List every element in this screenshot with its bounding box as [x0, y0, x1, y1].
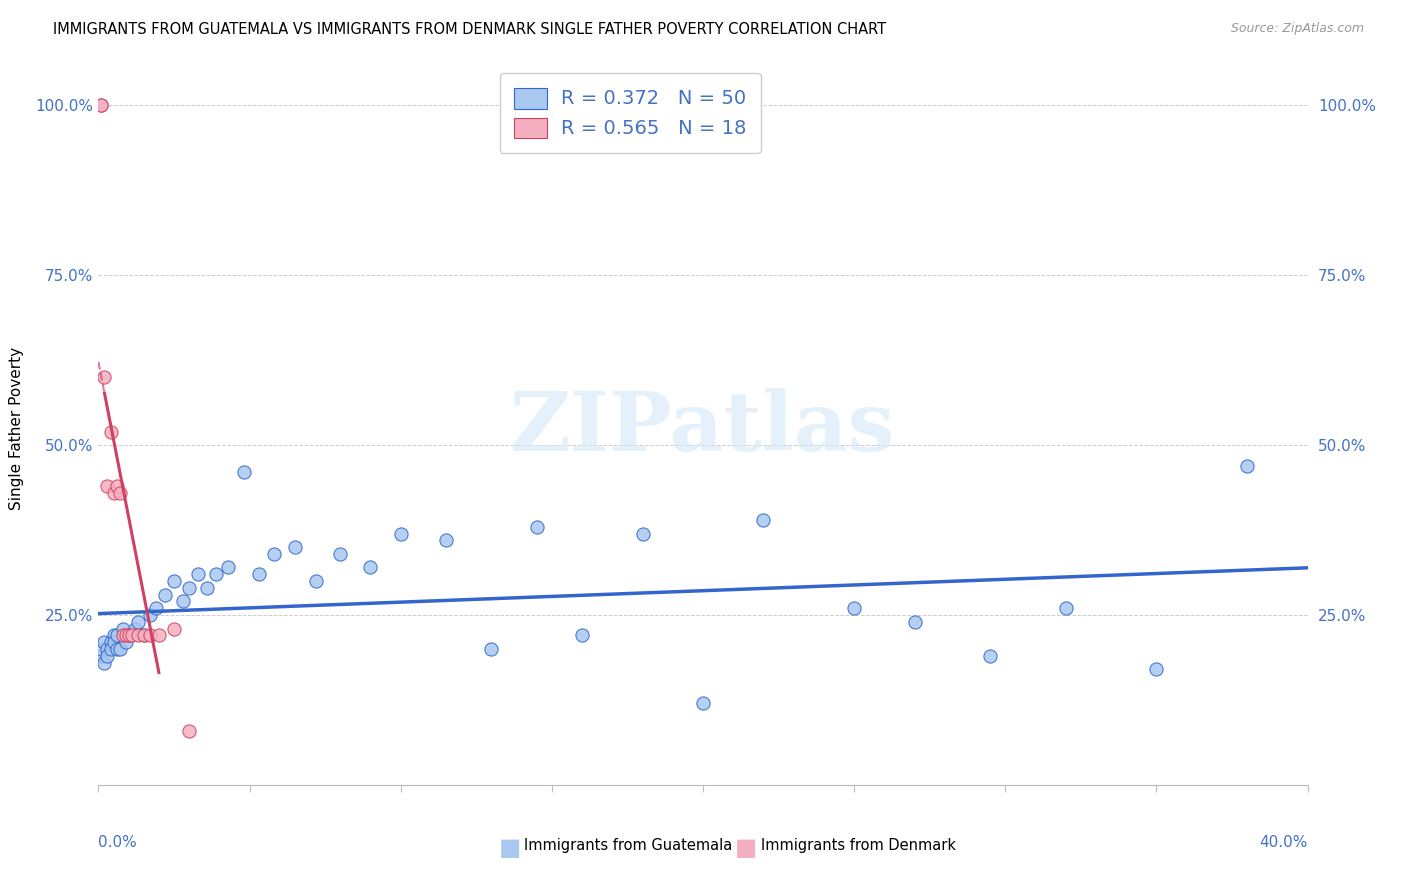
Point — [148, 628, 170, 642]
Text: Source: ZipAtlas.com: Source: ZipAtlas.com — [1230, 22, 1364, 36]
Point — [217, 560, 239, 574]
Point — [132, 628, 155, 642]
Point — [121, 628, 143, 642]
Point — [526, 519, 548, 533]
Point — [96, 648, 118, 663]
Point — [752, 513, 775, 527]
Point — [329, 547, 352, 561]
Point — [1054, 601, 1077, 615]
Point — [93, 656, 115, 670]
Point — [127, 615, 149, 629]
Point — [108, 485, 131, 500]
Point — [96, 642, 118, 657]
Point — [118, 628, 141, 642]
Point — [118, 628, 141, 642]
Point — [172, 594, 194, 608]
Text: IMMIGRANTS FROM GUATEMALA VS IMMIGRANTS FROM DENMARK SINGLE FATHER POVERTY CORRE: IMMIGRANTS FROM GUATEMALA VS IMMIGRANTS … — [53, 22, 887, 37]
Point — [360, 560, 382, 574]
Text: ■: ■ — [499, 837, 522, 861]
Point — [979, 648, 1001, 663]
Point — [205, 567, 228, 582]
Point — [124, 622, 146, 636]
Point — [1144, 662, 1167, 676]
Point — [145, 601, 167, 615]
Point — [195, 581, 218, 595]
Point — [105, 628, 128, 642]
Y-axis label: Single Father Poverty: Single Father Poverty — [8, 347, 24, 509]
Point — [139, 628, 162, 642]
Point — [904, 615, 927, 629]
Point — [132, 628, 155, 642]
Point — [692, 697, 714, 711]
Point — [103, 485, 125, 500]
Point — [232, 466, 254, 480]
Point — [103, 628, 125, 642]
Point — [105, 642, 128, 657]
Point — [284, 540, 307, 554]
Point — [105, 479, 128, 493]
Point — [139, 608, 162, 623]
Point — [96, 479, 118, 493]
Point — [103, 635, 125, 649]
Point — [434, 533, 457, 548]
Point — [179, 723, 201, 738]
Point — [263, 547, 285, 561]
Point — [100, 425, 122, 439]
Legend: R = 0.372   N = 50, R = 0.565   N = 18: R = 0.372 N = 50, R = 0.565 N = 18 — [501, 73, 761, 153]
Point — [100, 635, 122, 649]
Point — [114, 628, 136, 642]
Point — [127, 628, 149, 642]
Point — [100, 642, 122, 657]
Text: Immigrants from Guatemala: Immigrants from Guatemala — [524, 838, 733, 854]
Point — [90, 642, 112, 657]
Point — [111, 628, 134, 642]
Point — [163, 622, 186, 636]
Point — [153, 588, 176, 602]
Text: 40.0%: 40.0% — [1260, 835, 1308, 850]
Point — [247, 567, 270, 582]
Point — [93, 635, 115, 649]
Point — [93, 370, 115, 384]
Point — [631, 526, 654, 541]
Point — [114, 635, 136, 649]
Point — [90, 648, 112, 663]
Point — [305, 574, 328, 588]
Point — [90, 98, 112, 112]
Point — [111, 622, 134, 636]
Point — [571, 628, 593, 642]
Point — [163, 574, 186, 588]
Point — [1236, 458, 1258, 473]
Point — [90, 98, 112, 112]
Point — [108, 642, 131, 657]
Point — [481, 642, 503, 657]
Text: ■: ■ — [735, 837, 758, 861]
Text: ZIPatlas: ZIPatlas — [510, 388, 896, 468]
Text: 0.0%: 0.0% — [98, 835, 138, 850]
Point — [187, 567, 209, 582]
Point — [179, 581, 201, 595]
Point — [389, 526, 412, 541]
Text: Immigrants from Denmark: Immigrants from Denmark — [761, 838, 956, 854]
Point — [844, 601, 866, 615]
